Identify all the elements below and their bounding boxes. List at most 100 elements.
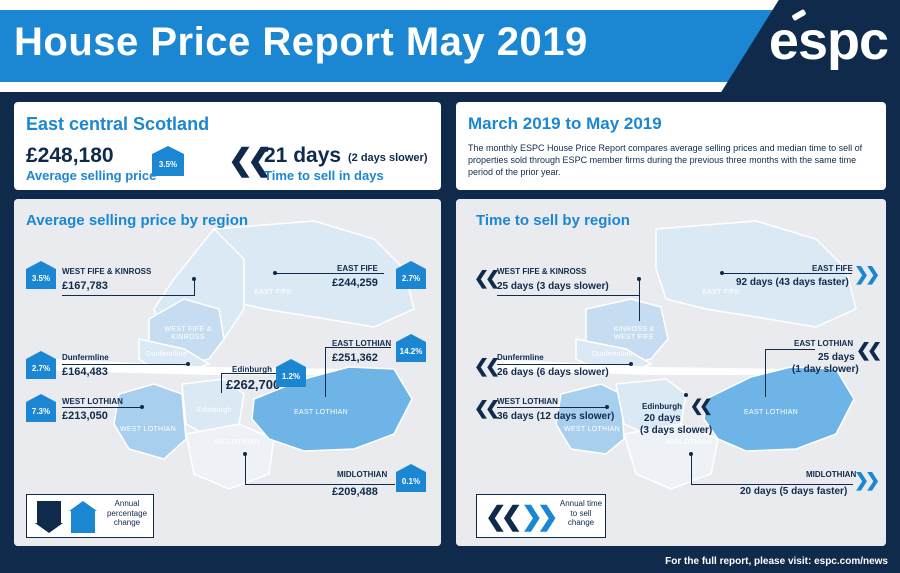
east-fife-price-dot [273,271,277,275]
period-title: March 2019 to May 2019 [468,114,662,133]
dunfermline-time-value: 26 days (6 days slower) [497,367,609,378]
east-fife-time-value: 92 days (43 days faster) [736,277,849,288]
east-lothian-price-change: 14.2% [396,342,426,362]
east-lothian-price-value: £251,362 [332,352,378,364]
west-fife-price-leader-v [194,279,195,296]
edinburgh-time-value-1: 20 days [644,413,681,424]
west-fife-time-name: WEST FIFE & KINROSS [497,267,587,276]
time-panel: EAST FIFE KINROSS & WEST FIFE Dunfermlin… [456,199,886,546]
dunfermline-price-change: 2.7% [26,359,56,379]
edinburgh-price-name: Edinburgh [232,365,272,374]
edinburgh-price-change: 1.2% [276,367,306,387]
west-fife-price-leader [62,295,194,296]
west-fife-time-leader [497,295,639,296]
east-fife-time-leader [722,273,852,274]
average-price-label: Average selling price [26,168,157,183]
east-fife-time-dot [720,271,724,275]
time-to-sell-days: 21 days [264,144,342,167]
header: House Price Report May 2019 espc [0,0,900,92]
east-lothian-price-leader-h [325,347,391,348]
west-lothian-time-dot [605,405,609,409]
map-label-dunfermline: Dunfermline [592,351,634,358]
dunfermline-price-dot [186,362,190,366]
summary-card: East central Scotland £248,180 Average s… [14,102,441,190]
east-lothian-time-value-2: (1 day slower) [792,364,859,375]
time-region-map [456,199,886,546]
edinburgh-time-name: Edinburgh [642,402,682,411]
average-price: £248,180 [26,144,114,167]
east-fife-price-arrow-icon: 2.7% [396,261,426,289]
east-lothian-price-leader [325,347,326,397]
dunfermline-price-leader [62,364,188,365]
midlothian-time-leader-v [691,454,692,484]
midlothian-price-value: £209,488 [332,486,378,498]
map-label-east-lothian: EAST LOTHIAN [294,409,349,416]
map-label-west-fife: WEST FIFE & KINROSS [164,326,212,342]
west-lothian-price-value: £213,050 [62,410,108,422]
summary-title: East central Scotland [26,114,210,134]
map-label-kinross-west-fife: KINROSS & WEST FIFE [613,326,655,342]
time-panel-title: Time to sell by region [476,212,630,229]
midlothian-time-dot [689,452,693,456]
west-fife-slower-icon: ❮❮ [474,268,500,288]
up-arrow-icon [69,501,97,533]
espc-logo: espc [768,11,889,71]
dunfermline-price-name: Dunfermline [62,353,109,362]
west-lothian-price-arrow-icon: 7.3% [26,394,56,422]
edinburgh-price-arrow-icon: 1.2% [276,359,306,387]
map-label-west-lothian: WEST LOTHIAN [564,426,620,433]
east-fife-price-name: EAST FIFE [337,264,378,273]
east-fife-price-value: £244,259 [332,277,378,289]
dunfermline-price-arrow-icon: 2.7% [26,351,56,379]
midlothian-time-leader [691,484,853,485]
price-change-value: 3.5% [152,154,184,176]
faster-chevron-icon: ❯❯ [521,501,558,531]
price-region-map [14,199,441,546]
west-fife-price-name: WEST FIFE & KINROSS [62,267,152,276]
map-label-midlothian: MIDLOTHIAN [666,439,713,446]
down-arrow-icon [35,501,63,533]
map-label-dunfermline: Dunfermline [146,351,188,358]
dunfermline-time-dot [629,362,633,366]
east-fife-faster-icon: ❯❯ [854,264,880,284]
time-legend-text: Annual time to sell change [559,499,603,528]
west-fife-time-leader-v [639,279,640,321]
footer-link-text[interactable]: For the full report, please visit: espc.… [665,556,888,567]
west-fife-price-value: £167,783 [62,280,108,292]
east-fife-time-name: EAST FIFE [812,264,853,273]
midlothian-faster-icon: ❯❯ [854,470,880,490]
slower-chevron-icon: ❮❮ [485,501,522,531]
page-title: House Price Report May 2019 [14,20,588,64]
slower-chevron-icon: ❮❮ [228,144,272,177]
west-fife-price-change: 3.5% [26,269,56,289]
dunfermline-time-leader [497,364,631,365]
west-fife-time-value: 25 days (3 days slower) [497,281,609,292]
dunfermline-time-name: Dunfermline [497,353,544,362]
edinburgh-time-dot [684,393,688,397]
price-legend: Annual percentage change [26,494,154,538]
east-lothian-price-name: EAST LOTHIAN [332,339,392,348]
midlothian-price-arrow-icon: 0.1% [396,464,426,492]
west-lothian-time-value: 36 days (12 days slower) [497,411,615,422]
west-lothian-time-leader [497,407,607,408]
edinburgh-slower-icon: ❮❮ [690,398,713,415]
price-change-arrow-icon: 3.5% [152,146,184,176]
east-lothian-time-leader-v [765,349,766,397]
edinburgh-price-leader-v [221,373,222,393]
map-label-west-lothian: WEST LOTHIAN [120,426,176,433]
west-lothian-price-leader [62,407,142,408]
map-label-east-fife: EAST FIFE [254,289,292,296]
price-legend-text: Annual percentage change [106,499,148,528]
east-lothian-price-arrow-icon: 14.2% [396,334,426,362]
midlothian-time-value: 20 days (5 days faster) [740,486,848,497]
west-lothian-slower-icon: ❮❮ [474,398,500,418]
west-lothian-price-name: WEST LOTHIAN [62,397,123,406]
west-fife-price-arrow-icon: 3.5% [26,261,56,289]
midlothian-price-leader-v [245,454,246,484]
east-lothian-time-leader [765,349,815,350]
dunfermline-slower-icon: ❮❮ [474,356,500,376]
period-card: March 2019 to May 2019 The monthly ESPC … [456,102,886,190]
west-lothian-time-name: WEST LOTHIAN [497,397,558,406]
edinburgh-time-value-2: (3 days slower) [640,425,713,436]
price-panel-title: Average selling price by region [26,212,249,229]
